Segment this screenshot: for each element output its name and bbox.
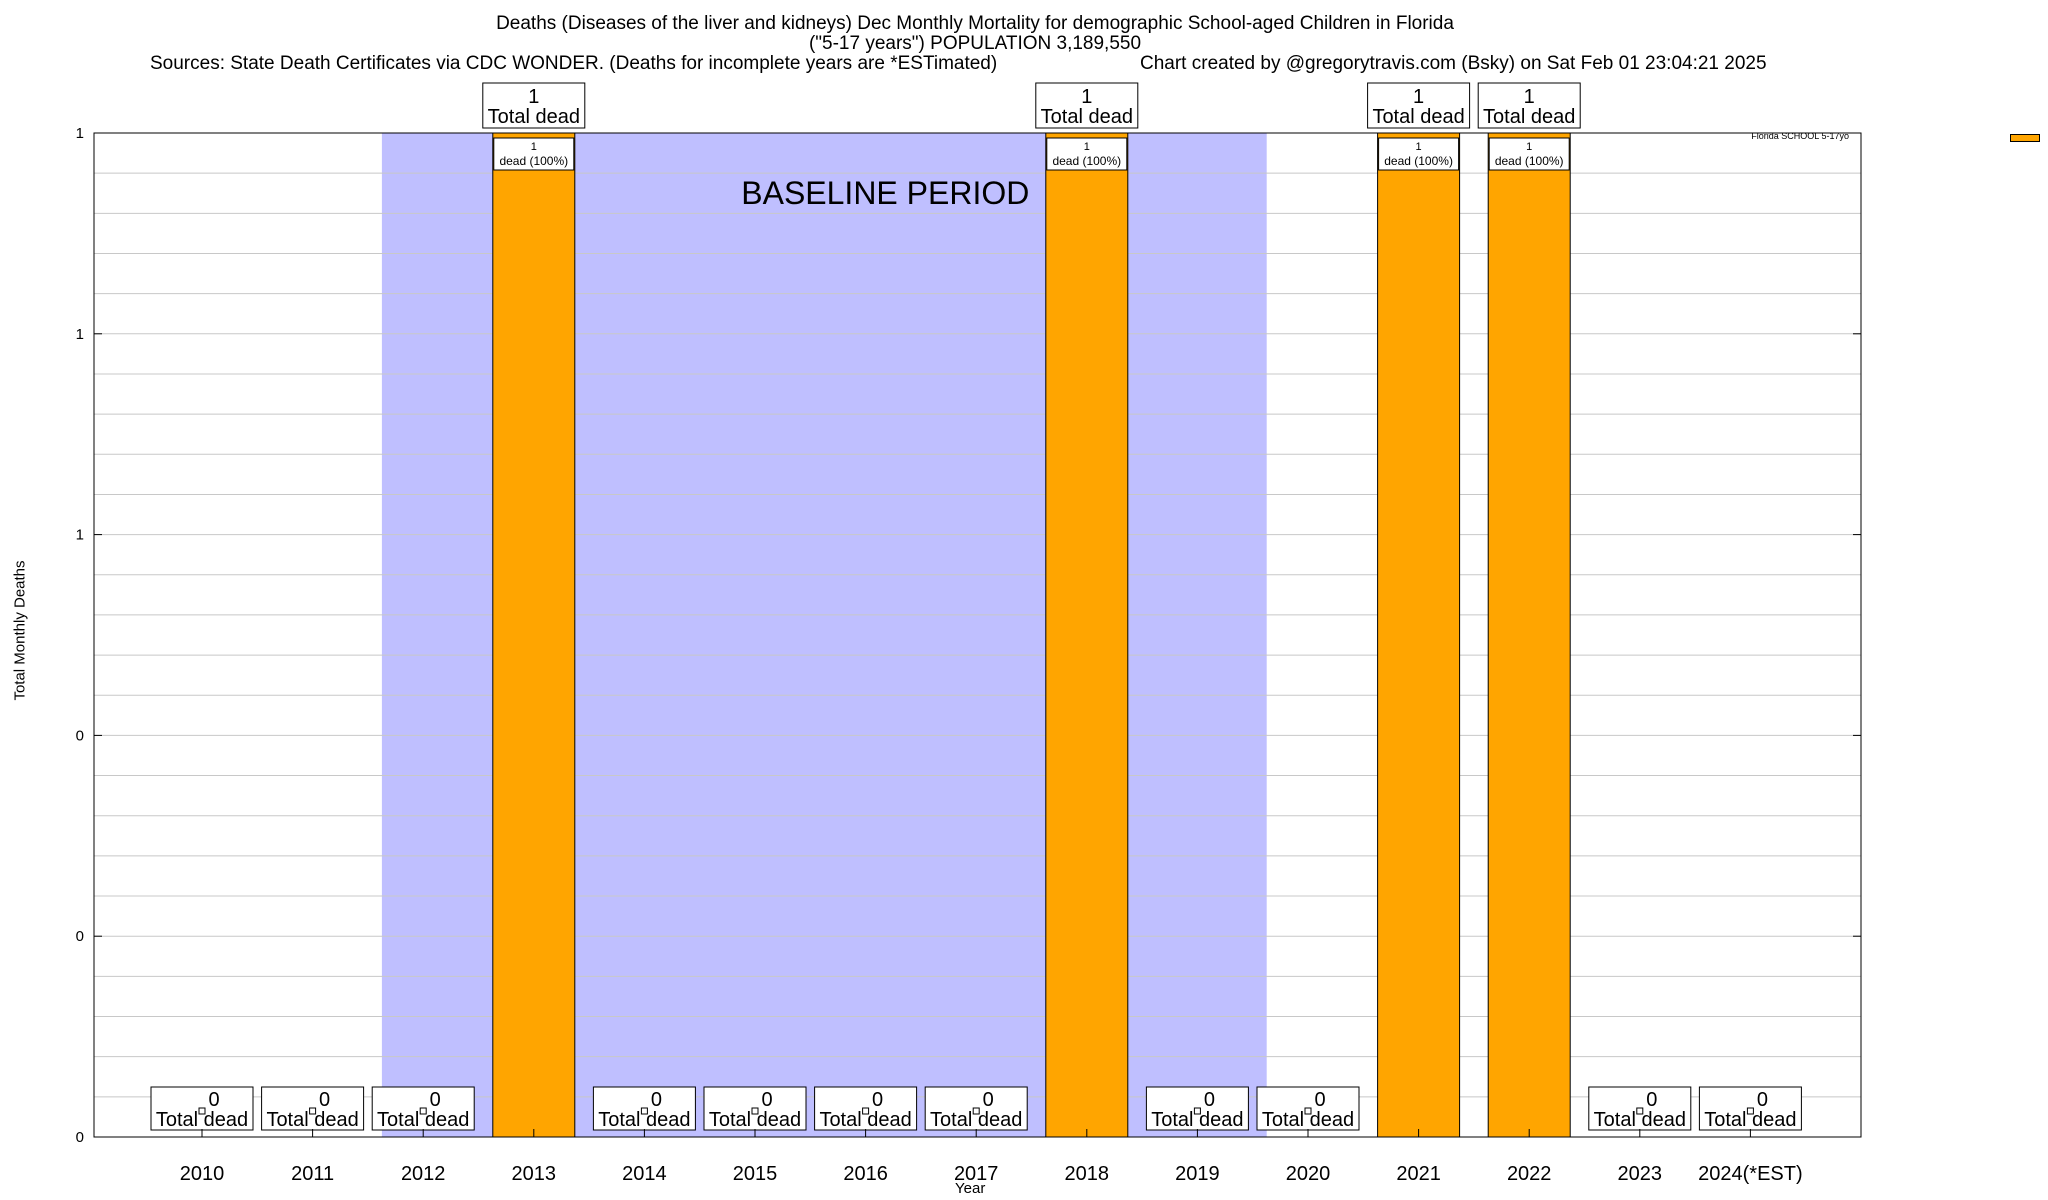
total-label: Total dead [488, 106, 580, 128]
x-tick-label: 2014 [622, 1163, 667, 1185]
total-label: Total dead [598, 1109, 690, 1131]
total-label-box [1035, 82, 1139, 129]
zero-point-marker [198, 1107, 206, 1115]
total-label: Total dead [1041, 106, 1133, 128]
legend-label: Florida SCHOOL 5-17yo [1751, 131, 1849, 141]
total-label: Total dead [377, 1109, 469, 1131]
x-tick-label: 2011 [291, 1163, 334, 1185]
total-value: 0 [208, 1089, 219, 1111]
total-value: 0 [872, 1089, 883, 1111]
total-label: Total dead [1704, 1109, 1796, 1131]
x-tick-label: 2020 [1286, 1163, 1331, 1185]
total-label: Total dead [1594, 1109, 1686, 1131]
zero-point-marker [419, 1107, 427, 1115]
bar [1487, 132, 1571, 1138]
y-tick-label: 1 [76, 125, 84, 142]
total-label: Total dead [709, 1109, 801, 1131]
bar-inner-label: dead (100%) [499, 154, 568, 168]
bar [492, 132, 576, 1138]
bar-inner-label-box [493, 137, 575, 171]
x-tick-label: 2012 [401, 1163, 446, 1185]
zero-point-marker [1636, 1107, 1644, 1115]
x-tick-label: 2024(*EST) [1698, 1163, 1803, 1185]
chart-title: Deaths (Diseases of the liver and kidney… [496, 13, 1454, 34]
total-label: Total dead [1151, 1109, 1243, 1131]
y-tick-label: 0 [76, 928, 84, 945]
baseline-period-label: BASELINE PERIOD [741, 175, 1029, 211]
zero-point-marker [309, 1107, 317, 1115]
y-tick-label: 0 [76, 727, 84, 744]
total-value: 0 [1204, 1089, 1215, 1111]
total-label-box [1367, 82, 1471, 129]
plot-frame [93, 132, 1862, 1138]
x-tick-label: 2015 [733, 1163, 778, 1185]
x-tick-label: 2013 [512, 1163, 557, 1185]
zero-point-marker [640, 1107, 648, 1115]
zero-point-marker [972, 1107, 980, 1115]
total-label: Total dead [819, 1109, 911, 1131]
x-tick-label: 2018 [1065, 1163, 1110, 1185]
bar-inner-value: 1 [1526, 141, 1532, 153]
bar [1045, 132, 1129, 1138]
total-value: 0 [1646, 1089, 1657, 1111]
x-tick-label: 2017 [954, 1163, 999, 1185]
total-value: 0 [1314, 1089, 1325, 1111]
chart-credit: Chart created by @gregorytravis.com (Bsk… [1140, 53, 1767, 74]
bar-inner-label-box [1378, 137, 1460, 171]
total-value: 1 [1413, 86, 1424, 108]
bar-inner-value: 1 [1084, 141, 1090, 153]
bar-inner-label: dead (100%) [1495, 154, 1564, 168]
total-value: 1 [1524, 86, 1535, 108]
total-label: Total dead [1372, 106, 1464, 128]
total-value: 0 [1757, 1089, 1768, 1111]
y-tick-label: 1 [76, 326, 84, 343]
total-value: 1 [1081, 86, 1092, 108]
x-tick-label: 2023 [1618, 1163, 1663, 1185]
bar-inner-value: 1 [1416, 141, 1422, 153]
total-value: 0 [319, 1089, 330, 1111]
total-label-box [482, 82, 586, 129]
zero-point-marker [1304, 1107, 1312, 1115]
total-label: Total dead [1262, 1109, 1354, 1131]
zero-point-marker [751, 1107, 759, 1115]
total-label: Total dead [1483, 106, 1575, 128]
x-tick-label: 2021 [1396, 1163, 1441, 1185]
chart-subtitle: ("5-17 years") POPULATION 3,189,550 [808, 33, 1142, 54]
total-value: 0 [761, 1089, 772, 1111]
x-tick-label: 2010 [180, 1163, 225, 1185]
bar [1377, 132, 1461, 1138]
total-label: Total dead [266, 1109, 358, 1131]
total-value: 0 [651, 1089, 662, 1111]
total-value: 0 [430, 1089, 441, 1111]
legend-swatch [2010, 134, 2040, 142]
bar-inner-label-box [1046, 137, 1128, 171]
y-tick-label: 1 [76, 527, 84, 544]
chart-sources: Sources: State Death Certificates via CD… [150, 53, 998, 74]
total-value: 1 [528, 86, 539, 108]
total-label: Total dead [930, 1109, 1022, 1131]
total-label: Total dead [156, 1109, 248, 1131]
x-tick-label: 2016 [843, 1163, 888, 1185]
zero-point-marker [1746, 1107, 1754, 1115]
bar-inner-value: 1 [531, 141, 537, 153]
zero-point-marker [1193, 1107, 1201, 1115]
total-value: 0 [983, 1089, 994, 1111]
x-tick-label: 2022 [1507, 1163, 1552, 1185]
x-axis-label: Year [955, 1180, 986, 1197]
total-label-box [1477, 82, 1581, 129]
bar-inner-label-box [1488, 137, 1570, 171]
bar-inner-label: dead (100%) [1052, 154, 1121, 168]
x-tick-label: 2019 [1175, 1163, 1220, 1185]
bar-inner-label: dead (100%) [1384, 154, 1453, 168]
y-tick-label: 0 [76, 1129, 84, 1146]
zero-point-marker [862, 1107, 870, 1115]
